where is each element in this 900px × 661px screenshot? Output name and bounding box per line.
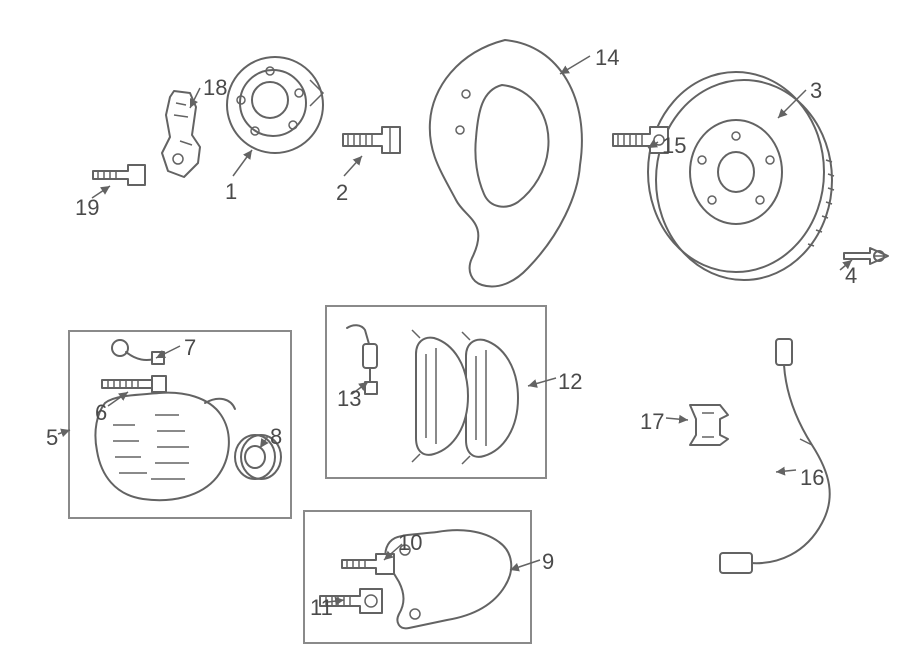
- callout-7: 7: [184, 335, 196, 361]
- callout-4: 4: [845, 263, 857, 289]
- callout-11: 11: [310, 595, 333, 621]
- callout-8: 8: [270, 424, 282, 450]
- callout-17: 17: [640, 409, 664, 435]
- callout-1: 1: [225, 179, 237, 205]
- callout-10: 10: [398, 530, 422, 556]
- callout-14: 14: [595, 45, 619, 71]
- callout-16: 16: [800, 465, 824, 491]
- callout-2: 2: [336, 180, 348, 206]
- callout-9: 9: [542, 549, 554, 575]
- leaders: [0, 0, 900, 661]
- callout-3: 3: [810, 78, 822, 104]
- callout-15: 15: [662, 133, 686, 159]
- callout-5: 5: [46, 425, 58, 451]
- callout-6: 6: [95, 400, 107, 426]
- callout-13: 13: [337, 386, 361, 412]
- callout-18: 18: [203, 75, 227, 101]
- callout-12: 12: [558, 369, 582, 395]
- callout-19: 19: [75, 195, 99, 221]
- diagram-canvas: 1 2 3 4 5 6 7 8 9 10 11 12 13 14 15 16 1…: [0, 0, 900, 661]
